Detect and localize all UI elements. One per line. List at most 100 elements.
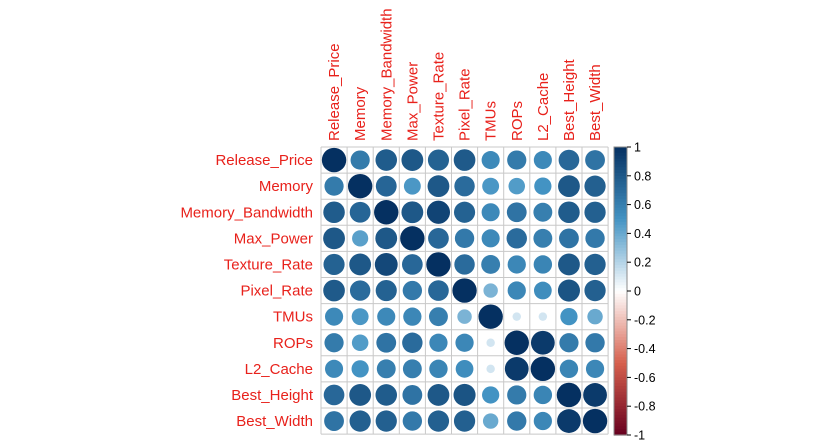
corr-circle-Texture_Rate-Best_Width — [584, 253, 606, 276]
corr-circle-Texture_Rate-TMUs — [481, 255, 501, 274]
colorbar-segment — [614, 239, 627, 243]
corr-circle-ROPs-Memory — [351, 334, 369, 352]
correlation-circles — [321, 147, 608, 434]
corr-circle-Best_Height-Best_Height — [556, 382, 582, 408]
colorbar-segment — [614, 170, 627, 174]
colorbar-segment — [614, 149, 627, 154]
colorbar-tick-label: 0.4 — [634, 227, 651, 241]
corr-circle-Best_Height-Memory — [349, 384, 372, 406]
colorbar-segment — [614, 172, 627, 177]
corr-circle-Memory_Bandwidth-Memory — [349, 201, 371, 223]
column-label: Max_Power — [404, 62, 421, 141]
column-labels: Release_Price Memory Memory_Bandwidth Max_P… — [326, 8, 604, 141]
column-label: Texture_Rate — [430, 52, 447, 141]
colorbar-segment — [614, 204, 627, 209]
colorbar-tick-label: -1 — [634, 429, 645, 443]
corr-circle-ROPs-Memory_Bandwidth — [376, 332, 397, 353]
colorbar-segment — [614, 420, 627, 425]
corr-circle-Max_Power-Memory — [352, 230, 369, 247]
corr-circle-ROPs-Best_Height — [559, 333, 579, 353]
colorbar-segment — [614, 403, 627, 407]
column-label: TMUs — [483, 101, 500, 141]
corr-circle-Memory_Bandwidth-TMUs — [481, 203, 500, 222]
colorbar-segment — [614, 210, 627, 214]
colorbar-segment — [614, 181, 627, 186]
corr-circle-TMUs-Release_Price — [325, 307, 344, 326]
colorbar-segment — [614, 319, 627, 324]
colorbar-segment — [614, 334, 627, 338]
colorbar-segment — [614, 224, 627, 229]
colorbar-segment — [614, 242, 627, 246]
colorbar-tick-label: -0.4 — [634, 342, 656, 356]
colorbar-segment — [614, 244, 627, 249]
colorbar-segment — [614, 386, 627, 390]
column-label: Best_Width — [587, 64, 604, 141]
corr-circle-ROPs-Best_Width — [585, 333, 605, 353]
row-label: ROPs — [273, 335, 313, 352]
corr-circle-L2_Cache-Memory_Bandwidth — [376, 359, 396, 379]
corr-circle-Max_Power-TMUs — [481, 229, 500, 248]
corr-circle-Max_Power-Release_Price — [323, 227, 345, 250]
colorbar-segment — [614, 285, 627, 289]
column-label: Best_Height — [561, 58, 578, 141]
corr-circle-Memory_Bandwidth-ROPs — [506, 202, 527, 223]
corr-circle-L2_Cache-ROPs — [504, 356, 529, 381]
column-label: Memory — [352, 86, 369, 141]
row-label: Pixel_Rate — [240, 283, 313, 300]
corr-circle-L2_Cache-Memory — [351, 360, 369, 378]
row-label: Max_Power — [234, 230, 313, 247]
corr-circle-Memory_Bandwidth-Memory_Bandwidth — [374, 200, 399, 225]
corr-circle-Pixel_Rate-Texture_Rate — [428, 280, 449, 301]
corr-circle-TMUs-Best_Height — [560, 308, 578, 326]
corr-circle-Pixel_Rate-Max_Power — [402, 280, 423, 301]
colorbar-segment — [614, 233, 627, 237]
colorbar-segment — [614, 296, 627, 301]
corr-circle-Memory-Memory_Bandwidth — [375, 175, 397, 197]
row-label: Texture_Rate — [224, 256, 313, 273]
colorbar-tick-label: 0 — [634, 285, 641, 299]
corr-circle-Release_Price-Pixel_Rate — [453, 149, 476, 171]
colorbar-segment — [614, 406, 627, 410]
colorbar-segment — [614, 314, 627, 318]
corr-circle-Max_Power-ROPs — [506, 228, 527, 249]
colorbar-segment — [614, 164, 627, 168]
corr-circle-Best_Height-Memory_Bandwidth — [375, 384, 398, 406]
colorbar-segment — [614, 167, 627, 171]
corr-circle-ROPs-L2_Cache — [530, 330, 555, 355]
colorbar-segment — [614, 388, 627, 393]
corr-circle-Best_Width-Texture_Rate — [427, 410, 450, 432]
colorbar-segment — [614, 337, 627, 341]
corr-circle-Memory-Best_Width — [584, 175, 606, 197]
corr-circle-Best_Width-Memory — [349, 410, 371, 432]
colorbar-segment — [614, 360, 627, 364]
colorbar-segment — [614, 207, 627, 211]
colorbar-segment — [614, 175, 627, 180]
corr-circle-ROPs-Release_Price — [324, 333, 344, 353]
colorbar-segment — [614, 302, 627, 306]
colorbar-segment — [614, 417, 627, 422]
colorbar-tick-label: -0.2 — [634, 313, 656, 327]
colorbar-segment — [614, 256, 627, 260]
colorbar-segment — [614, 259, 627, 263]
colorbar-segment — [614, 351, 627, 355]
column-label: Pixel_Rate — [457, 68, 474, 141]
corr-circle-Max_Power-Best_Height — [559, 228, 579, 249]
corr-circle-Texture_Rate-Texture_Rate — [426, 252, 451, 277]
colorbar-segment — [614, 316, 627, 321]
corr-circle-Best_Height-L2_Cache — [533, 385, 553, 405]
corr-circle-Release_Price-TMUs — [481, 151, 500, 170]
colorbar-segment — [614, 276, 627, 281]
colorbar-segment — [614, 227, 627, 232]
colorbar-segment — [614, 411, 627, 416]
colorbar-segment — [614, 305, 627, 309]
corr-circle-Best_Height-Max_Power — [402, 385, 423, 405]
colorbar-segment — [614, 247, 627, 252]
colorbar-segment — [614, 363, 627, 367]
corr-circle-L2_Cache-Max_Power — [402, 359, 422, 379]
colorbar-segment — [614, 190, 627, 194]
corr-circle-Release_Price-Release_Price — [321, 147, 347, 173]
corr-circle-Best_Width-ROPs — [507, 411, 527, 431]
colorbar-segment — [614, 308, 627, 312]
corr-circle-Memory-Pixel_Rate — [454, 175, 475, 197]
